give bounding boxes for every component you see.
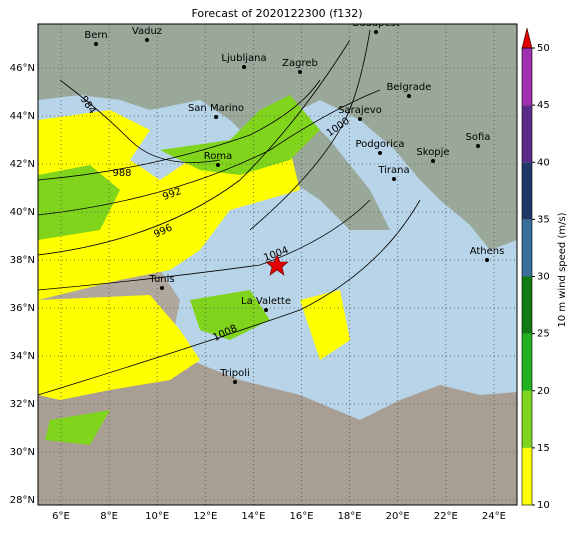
colorbar-tick-label: 30 (537, 272, 550, 283)
x-tick-label: 10°E (145, 511, 169, 522)
y-tick-label: 28°N (10, 495, 35, 506)
city-dot (264, 308, 268, 312)
city-label: Belgrade (387, 82, 432, 93)
x-tick-label: 16°E (289, 511, 313, 522)
y-tick-label: 44°N (10, 111, 35, 122)
map-frame (37, 23, 518, 506)
colorbar-segment (522, 48, 532, 106)
colorbar-tick-label: 45 (537, 100, 550, 111)
city-label: Sarajevo (338, 105, 382, 116)
storm-center (265, 254, 289, 276)
colorbar-segment (522, 162, 532, 220)
colorbar-tick-label: 35 (537, 214, 550, 225)
isobar-label: 988 (112, 168, 131, 179)
x-tick-label: 14°E (241, 511, 265, 522)
y-tick-label: 32°N (10, 399, 35, 410)
colorbar-label: 10 m wind speed (m/s) (557, 212, 568, 327)
colorbar-segment (522, 333, 532, 391)
city-label: Tripoli (219, 368, 250, 379)
city-dot (358, 117, 362, 121)
city-dot (242, 65, 246, 69)
x-tick-label: 20°E (386, 511, 410, 522)
colorbar-segment (522, 105, 532, 163)
colorbar-segment (522, 447, 532, 505)
land-africa (38, 360, 517, 505)
city-dot (407, 94, 411, 98)
city-label: Skopje (416, 147, 449, 158)
y-tick-label: 36°N (10, 303, 35, 314)
x-tick-label: 24°E (482, 511, 506, 522)
graticule (38, 24, 517, 505)
map-area: Bern Vaduz Budapest Ljubljana Zagreb San Mari… (38, 18, 517, 505)
city-label: Ljubljana (221, 53, 266, 64)
colorbar-tick-label: 20 (537, 386, 550, 397)
city-label: Podgorica (355, 139, 404, 150)
colorbar-extension (521, 27, 533, 49)
city-label: Bern (84, 30, 107, 41)
x-tick-label: 8°E (100, 511, 118, 522)
city-label: Tirana (377, 165, 409, 176)
colorbar: 10 15 20 25 30 35 40 45 50 10 m wind speed (m/s) (521, 27, 568, 511)
city-label: Vaduz (132, 26, 162, 37)
colorbar-segment (522, 276, 532, 334)
wind-20-south (45, 290, 270, 445)
x-tick-label: 12°E (193, 511, 217, 522)
y-tick-label: 40°N (10, 207, 35, 218)
city-label: La Valette (241, 296, 291, 307)
y-tick-label: 34°N (10, 351, 35, 362)
colorbar-tick-label: 50 (537, 43, 550, 54)
colorbar-tick-label: 15 (537, 443, 550, 454)
city-dot (392, 177, 396, 181)
city-label: Sofia (466, 132, 491, 143)
city-label: San Marino (188, 103, 244, 114)
colorbar-tick-label: 25 (537, 329, 550, 340)
colorbar-tick-label: 40 (537, 157, 550, 168)
city-dot (378, 151, 382, 155)
cities: Bern Vaduz Budapest Ljubljana Zagreb San Mari… (84, 18, 505, 384)
city-label: Athens (470, 246, 505, 257)
city-dot (298, 70, 302, 74)
y-tick-label: 46°N (10, 63, 35, 74)
y-tick-label: 30°N (10, 447, 35, 458)
x-tick-label: 18°E (338, 511, 362, 522)
city-dot (160, 286, 164, 290)
colorbar-segment (522, 390, 532, 448)
colorbar-tick-label: 10 (537, 500, 550, 511)
y-tick-label: 38°N (10, 255, 35, 266)
city-dot (94, 42, 98, 46)
city-dot (485, 258, 489, 262)
city-dot (233, 380, 237, 384)
title: Forecast of 2020122300 (f132) (191, 7, 362, 20)
city-label: Zagreb (282, 58, 318, 69)
wind-15-south (38, 290, 350, 400)
city-label: Budapest (352, 18, 399, 29)
x-tick-label: 6°E (52, 511, 70, 522)
city-dot (476, 144, 480, 148)
city-dot (431, 159, 435, 163)
x-tick-label: 22°E (434, 511, 458, 522)
isobars (38, 29, 421, 396)
city-label: Roma (204, 151, 233, 162)
y-tick-label: 42°N (10, 159, 35, 170)
city-dot (145, 38, 149, 42)
city-dot (216, 163, 220, 167)
city-dot (214, 115, 218, 119)
city-label: Tunis (148, 274, 174, 285)
colorbar-segment (522, 219, 532, 277)
city-dot (374, 30, 378, 34)
